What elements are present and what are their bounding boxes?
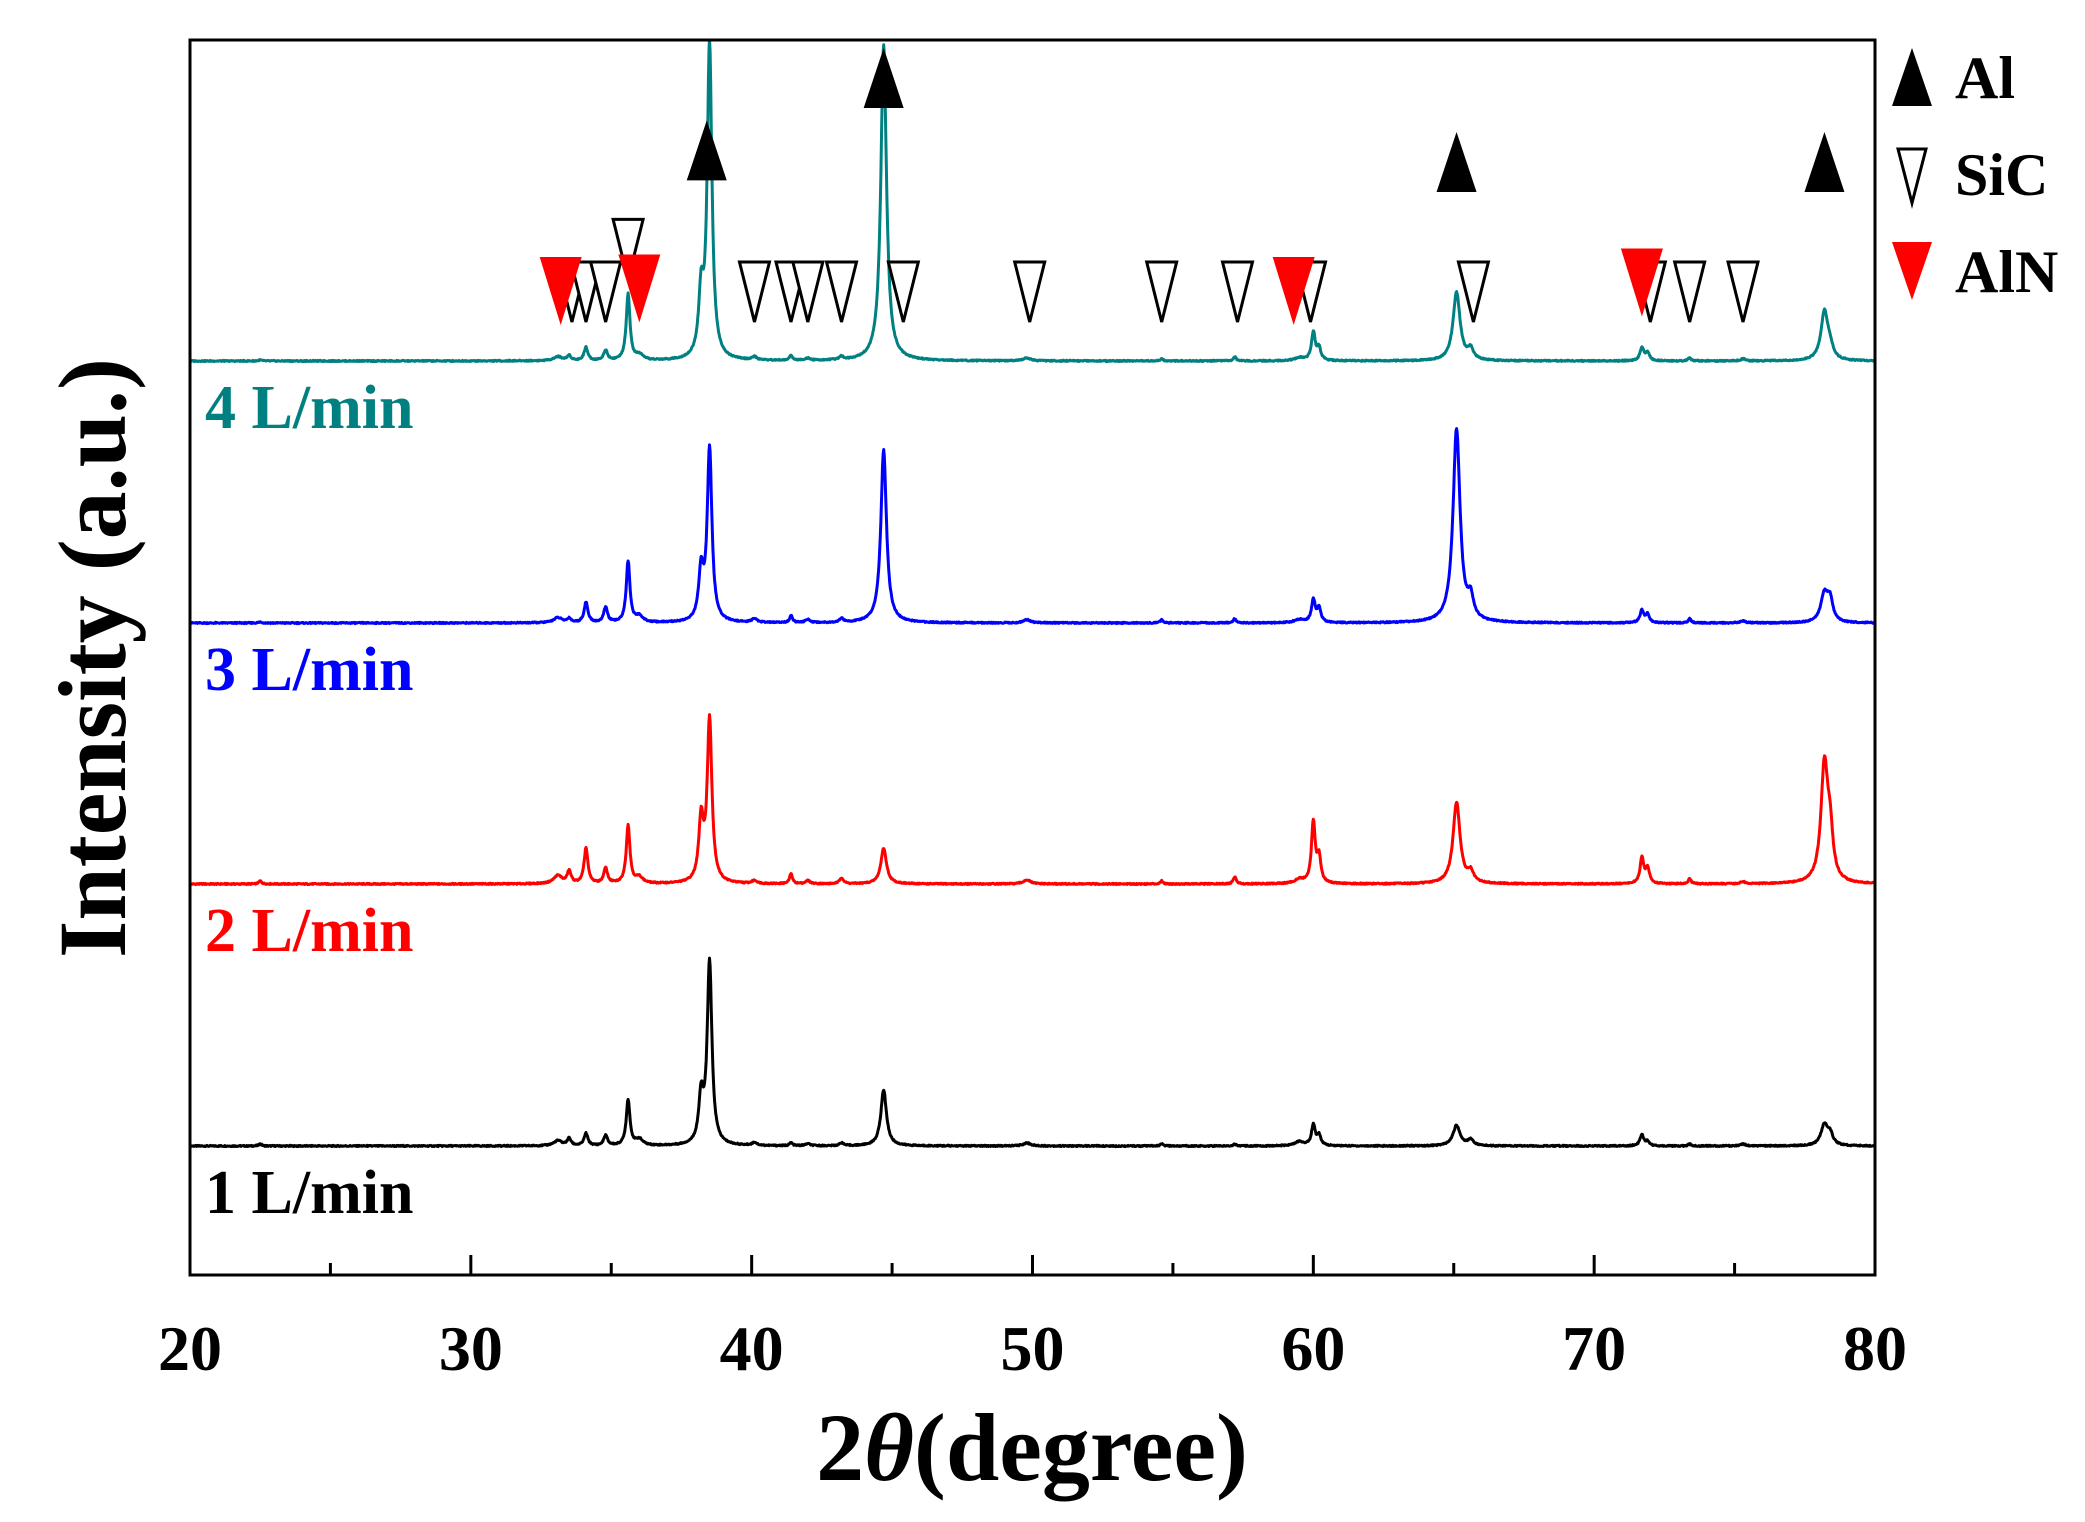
x-tick-label: 70 <box>1562 1313 1626 1384</box>
sic-marker <box>886 260 921 323</box>
legend-entry: SiC <box>1896 142 2048 209</box>
sic-marker <box>1672 260 1707 323</box>
sic-marker <box>1726 260 1760 323</box>
series-line-2-l-min <box>190 713 1875 887</box>
aln-marker <box>539 257 582 325</box>
series-label-layer: 1 L/min 2 L/min 3 L/min 4 L/min <box>205 374 413 1227</box>
legend-label: Al <box>1955 45 2015 111</box>
sic-marker <box>790 260 825 323</box>
sic-marker <box>1456 260 1491 323</box>
phase-marker-layer <box>539 48 1845 325</box>
x-tick-label: 40 <box>720 1313 784 1384</box>
x-tick-label: 20 <box>158 1313 222 1384</box>
sic-marker <box>1144 260 1179 323</box>
y-axis-title: Intensity (a.u.) <box>39 358 146 958</box>
legend-label: AlN <box>1955 239 2058 305</box>
x-tick-label: 60 <box>1281 1313 1345 1384</box>
aln-marker <box>618 254 661 323</box>
sic-marker <box>824 260 859 323</box>
series-line-4-l-min <box>190 40 1875 364</box>
x-tick-label: 50 <box>1001 1313 1065 1384</box>
legend: Al SiC AlN <box>1892 45 2058 305</box>
legend-aln-symbol <box>1892 242 1932 300</box>
legend-label: SiC <box>1955 142 2048 208</box>
series-label: 3 L/min <box>205 636 413 704</box>
x-tick-label: 80 <box>1843 1313 1907 1384</box>
sic-marker <box>737 260 772 323</box>
legend-sic-symbol <box>1896 147 1928 209</box>
aln-marker <box>1620 248 1663 317</box>
aln-marker <box>1272 257 1315 325</box>
x-tick-label: 30 <box>439 1313 503 1384</box>
legend-entry: AlN <box>1892 239 2058 305</box>
al-marker <box>863 48 904 108</box>
series-line-3-l-min <box>190 427 1875 626</box>
x-axis-title-suffix: (degree) <box>914 1394 1248 1501</box>
series-line-1-l-min <box>190 956 1875 1149</box>
x-axis-title-theta: θ <box>864 1394 914 1501</box>
series-label: 2 L/min <box>205 897 413 965</box>
x-axis-title-prefix: 2 <box>816 1394 864 1501</box>
legend-al-symbol <box>1892 48 1932 106</box>
x-axis-ticks: 20 30 40 50 60 70 80 <box>158 1255 1907 1384</box>
series-layer <box>190 40 1875 1149</box>
al-marker <box>1436 132 1477 192</box>
sic-marker <box>1012 260 1047 323</box>
series-label: 1 L/min <box>205 1159 413 1227</box>
sic-marker <box>588 260 623 323</box>
plot-frame <box>188 38 1877 1277</box>
x-axis-title: 2θ(degree) <box>816 1394 1248 1501</box>
legend-entry: Al <box>1892 45 2015 111</box>
sic-marker <box>611 217 646 280</box>
al-marker <box>686 120 727 181</box>
al-marker <box>1804 132 1845 192</box>
sic-marker <box>1220 260 1255 323</box>
series-label: 4 L/min <box>205 374 413 442</box>
